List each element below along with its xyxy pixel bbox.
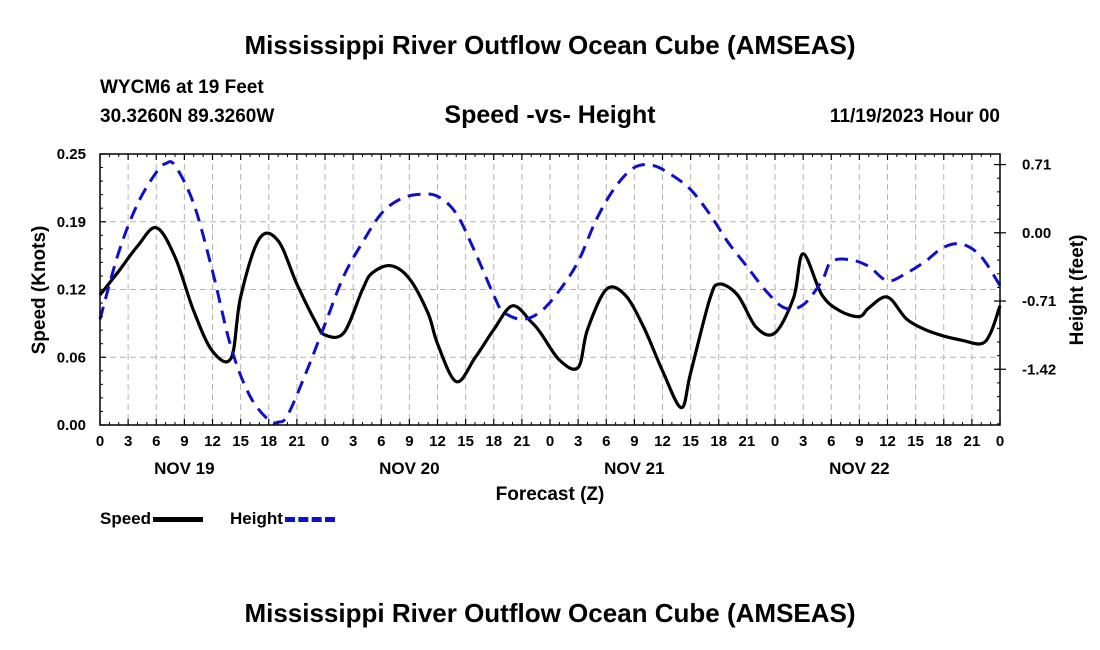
x-tick-label: 0 — [96, 433, 104, 450]
legend-height-swatch — [284, 516, 335, 522]
x-tick-label: 18 — [260, 433, 277, 450]
x-tick-label: 15 — [682, 433, 699, 450]
x-tick-label: 6 — [377, 433, 385, 450]
day-label: NOV 22 — [829, 459, 889, 478]
chart-subtitle: Speed -vs- Height — [444, 101, 656, 129]
legend-height: Height — [230, 509, 335, 529]
grid-lines — [100, 154, 1000, 425]
height-series-line — [98, 160, 1002, 425]
x-tick-label: 9 — [855, 433, 863, 450]
y-tick-label: 0.12 — [57, 282, 86, 299]
x-tick-label: 0 — [546, 433, 554, 450]
legend-height-label: Height — [230, 509, 283, 528]
day-label: NOV 21 — [604, 459, 664, 478]
x-tick-label: 6 — [602, 433, 610, 450]
chart-title: Mississippi River Outflow Ocean Cube (AM… — [244, 30, 856, 60]
day-label: NOV 20 — [379, 459, 439, 478]
day-label: NOV 19 — [154, 459, 214, 478]
y2-tick-label: 0.71 — [1022, 157, 1051, 174]
x-tick-label: 12 — [204, 433, 221, 450]
x-tick-label: 21 — [964, 433, 981, 450]
x-tick-label: 6 — [827, 433, 835, 450]
x-tick-label: 3 — [124, 433, 132, 450]
y-axis-label: Speed (Knots) — [29, 226, 50, 355]
x-tick-label: 15 — [907, 433, 924, 450]
axes: 0 3 6 9 12 15 18 21 0 3 6 9 12 15 18 21 0 3 6 9 12 15 18 21 0 3 6 9… — [57, 146, 1056, 478]
x-tick-label: 3 — [574, 433, 582, 450]
x-tick-label: 18 — [710, 433, 727, 450]
y2-tick-label: -1.42 — [1022, 361, 1056, 378]
footer-title: Mississippi River Outflow Ocean Cube (AM… — [244, 598, 856, 628]
x-tick-label: 0 — [996, 433, 1004, 450]
x-tick-label: 18 — [485, 433, 502, 450]
station-label: WYCM6 at 19 Feet — [100, 77, 264, 98]
y-tick-label: 0.00 — [57, 417, 86, 434]
y2-axis-label: Height (feet) — [1067, 235, 1088, 346]
legend-speed-swatch — [153, 516, 204, 522]
x-tick-label: 0 — [771, 433, 779, 450]
coordinates-label: 30.3260N 89.3260W — [100, 106, 275, 127]
x-tick-label: 12 — [429, 433, 446, 450]
x-tick-label: 12 — [654, 433, 671, 450]
x-tick-label: 15 — [232, 433, 249, 450]
x-tick-label: 18 — [935, 433, 952, 450]
x-tick-label: 12 — [879, 433, 896, 450]
x-tick-label: 3 — [799, 433, 807, 450]
x-tick-label: 9 — [405, 433, 413, 450]
y2-tick-label: 0.00 — [1022, 225, 1051, 242]
x-axis-label: Forecast (Z) — [496, 484, 605, 505]
forecast-datetime: 11/19/2023 Hour 00 — [829, 106, 1000, 127]
x-tick-label: 6 — [152, 433, 160, 450]
legend-speed-label: Speed — [100, 509, 152, 528]
y-tick-label: 0.19 — [57, 214, 86, 231]
series-lines — [98, 160, 1002, 425]
speed-series-line — [98, 226, 1002, 410]
x-tick-label: 9 — [180, 433, 188, 450]
legend-speed: Speed — [100, 509, 204, 529]
x-tick-label: 21 — [289, 433, 306, 450]
x-tick-label: 21 — [514, 433, 531, 450]
x-tick-label: 21 — [739, 433, 756, 450]
x-tick-label: 15 — [457, 433, 474, 450]
x-tick-label: 0 — [321, 433, 329, 450]
y2-tick-label: -0.71 — [1022, 293, 1056, 310]
y-tick-label: 0.06 — [57, 349, 86, 366]
y-tick-label: 0.25 — [57, 146, 86, 163]
x-tick-label: 3 — [349, 433, 357, 450]
x-tick-label: 9 — [630, 433, 638, 450]
